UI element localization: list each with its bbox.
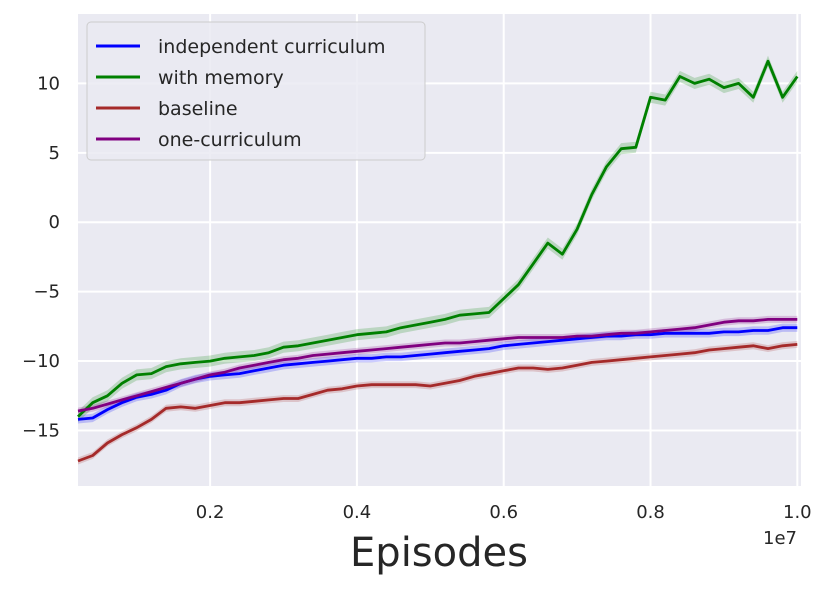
grid-lines xyxy=(78,14,801,486)
x-tick-label: 0.8 xyxy=(636,502,665,523)
series-lines xyxy=(77,59,799,463)
y-tick-label: 0 xyxy=(49,212,60,233)
y-tick-label: −10 xyxy=(22,351,60,372)
x-offset-label: 1e7 xyxy=(763,528,797,549)
legend-label: independent curriculum xyxy=(158,36,386,58)
y-tick-label: 10 xyxy=(37,73,60,94)
x-tick-label: 0.2 xyxy=(196,502,225,523)
x-tick-label: 0.4 xyxy=(343,502,372,523)
x-tick-labels: 0.2 0.4 0.6 0.8 1.0 xyxy=(196,502,812,523)
x-axis-title: Episodes xyxy=(350,530,528,576)
y-tick-label: 5 xyxy=(49,143,60,164)
series-line xyxy=(77,59,799,418)
x-tick-label: 1.0 xyxy=(783,502,812,523)
legend-box xyxy=(86,21,426,161)
legend-label: baseline xyxy=(158,98,238,120)
series-band xyxy=(78,55,798,423)
legend: independent curriculum with memory baselin… xyxy=(86,21,426,161)
legend-label: with memory xyxy=(158,67,284,89)
x-tick-label: 0.6 xyxy=(489,502,518,523)
series-line xyxy=(77,317,798,413)
y-tick-label: −5 xyxy=(33,282,60,303)
y-tick-label: −15 xyxy=(22,420,60,441)
legend-label: one-curriculum xyxy=(158,129,302,151)
series-line xyxy=(77,343,798,463)
y-tick-labels: −15 −10 −5 0 5 10 xyxy=(22,73,60,441)
